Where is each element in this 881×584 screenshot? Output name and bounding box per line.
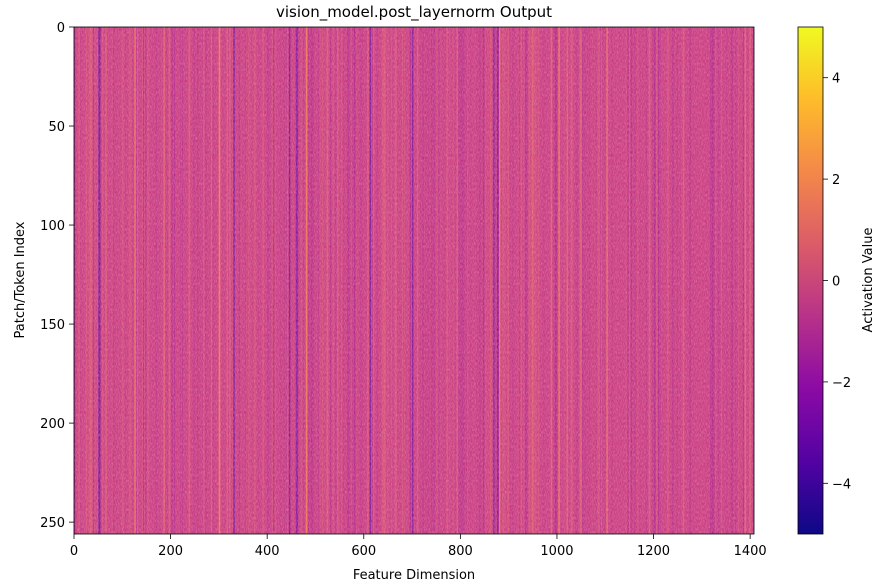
heatmap-plot-area: [74, 27, 754, 534]
y-tick-label: 100: [40, 219, 65, 234]
plot-frame: [73, 26, 755, 535]
colorbar-gradient: [797, 26, 824, 535]
x-tick-label: 0: [70, 544, 78, 559]
y-axis-ticks: 0 50 100 150 200 250: [40, 21, 74, 531]
x-axis-label: Feature Dimension: [353, 568, 475, 583]
x-tick-label: 1400: [734, 544, 767, 559]
x-tick-label: 1200: [637, 544, 670, 559]
colorbar-tick-label: 2: [832, 173, 840, 188]
colorbar-ticks: 4 2 0 −2 −4: [823, 72, 851, 492]
colorbar: 4 2 0 −2 −4 Activation Value: [797, 26, 876, 535]
colorbar-tick-label: −4: [832, 477, 851, 492]
x-tick-label: 600: [351, 544, 376, 559]
colorbar-tick-label: 0: [832, 275, 840, 290]
colorbar-tick-label: −2: [832, 376, 851, 391]
x-axis-ticks: 0 200 400 600 800 1000 1200 1400: [70, 534, 767, 559]
x-tick-label: 200: [158, 544, 183, 559]
colorbar-tick-label: 4: [832, 72, 840, 87]
y-tick-label: 50: [48, 120, 65, 135]
y-tick-label: 250: [40, 516, 65, 531]
x-tick-label: 800: [448, 544, 473, 559]
y-tick-label: 150: [40, 318, 65, 333]
heatmap-texture: [74, 27, 754, 534]
chart-title: vision_model.post_layernorm Output: [276, 3, 552, 22]
y-axis-label: Patch/Token Index: [13, 221, 28, 338]
x-tick-label: 400: [255, 544, 280, 559]
colorbar-label: Activation Value: [861, 228, 876, 333]
y-tick-label: 200: [40, 417, 65, 432]
y-tick-label: 0: [57, 21, 65, 36]
x-tick-label: 1000: [540, 544, 573, 559]
